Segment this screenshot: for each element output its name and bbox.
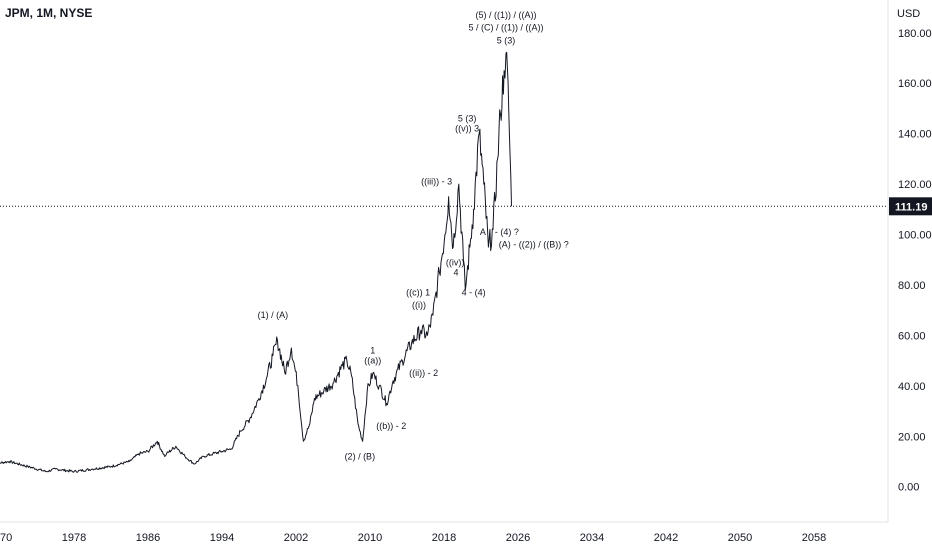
y-tick-label: 0.00 [898, 482, 919, 494]
y-tick-label: 160.00 [898, 78, 932, 90]
last-price-badge [889, 197, 932, 216]
wave-annotation: (A) - ((2)) / ((B)) ? [499, 240, 569, 250]
wave-annotation: 5 / (C) / ((1)) / ((A)) [468, 23, 543, 33]
wave-annotation: 4 [454, 267, 459, 277]
x-tick-label: 2026 [506, 532, 530, 544]
x-tick-label: 2002 [284, 532, 308, 544]
wave-annotation: A [480, 227, 486, 237]
y-tick-label: 120.00 [898, 179, 932, 191]
y-tick-label: 80.00 [898, 280, 926, 292]
y-tick-label: 180.00 [898, 28, 932, 40]
x-tick-label: 2042 [654, 532, 678, 544]
x-tick-label: 2010 [358, 532, 382, 544]
currency-label: USD [897, 8, 921, 20]
x-tick-label: 2034 [580, 532, 604, 544]
y-tick-label: 40.00 [898, 381, 926, 393]
x-tick-label: 2018 [432, 532, 456, 544]
symbol-title: JPM, 1M, NYSE [5, 6, 93, 20]
y-tick-label: 20.00 [898, 431, 926, 443]
x-tick-label: 1994 [210, 532, 234, 544]
y-tick-label: 140.00 [898, 129, 932, 141]
last-price-badge-text: 111.19 [895, 201, 927, 213]
wave-annotation: ((ii)) - 2 [409, 368, 438, 378]
wave-annotation: 4 - (4) [462, 288, 486, 298]
x-tick-label: 1978 [62, 532, 86, 544]
price-series-line [0, 51, 512, 473]
wave-annotation: 5 (3) [458, 114, 477, 124]
wave-annotation: ((a)) [364, 356, 381, 366]
y-tick-label: 100.00 [898, 230, 932, 242]
wave-annotation: ((i)) [412, 300, 426, 310]
wave-annotation: (1) / (A) [258, 310, 289, 320]
x-tick-label: 2058 [802, 532, 826, 544]
x-tick-label: 2050 [728, 532, 752, 544]
x-tick-label: 1970 [0, 532, 12, 544]
wave-annotation: 5 (3) [497, 35, 516, 45]
wave-annotation: (5) / ((1)) / ((A)) [475, 10, 536, 20]
wave-annotation: ((v)) 3 [455, 124, 479, 134]
wave-annotation: - (4) ? [495, 227, 519, 237]
wave-annotation: ((iii)) - 3 [421, 177, 452, 187]
y-tick-label: 60.00 [898, 330, 926, 342]
wave-annotation: ((b)) - 2 [376, 421, 406, 431]
wave-annotation: ((c)) 1 [406, 288, 430, 298]
x-tick-label: 1986 [136, 532, 160, 544]
wave-annotation: (2) / (B) [345, 451, 376, 461]
wave-annotation: ((iv)) [446, 257, 465, 267]
wave-annotation: 1 [370, 346, 375, 356]
